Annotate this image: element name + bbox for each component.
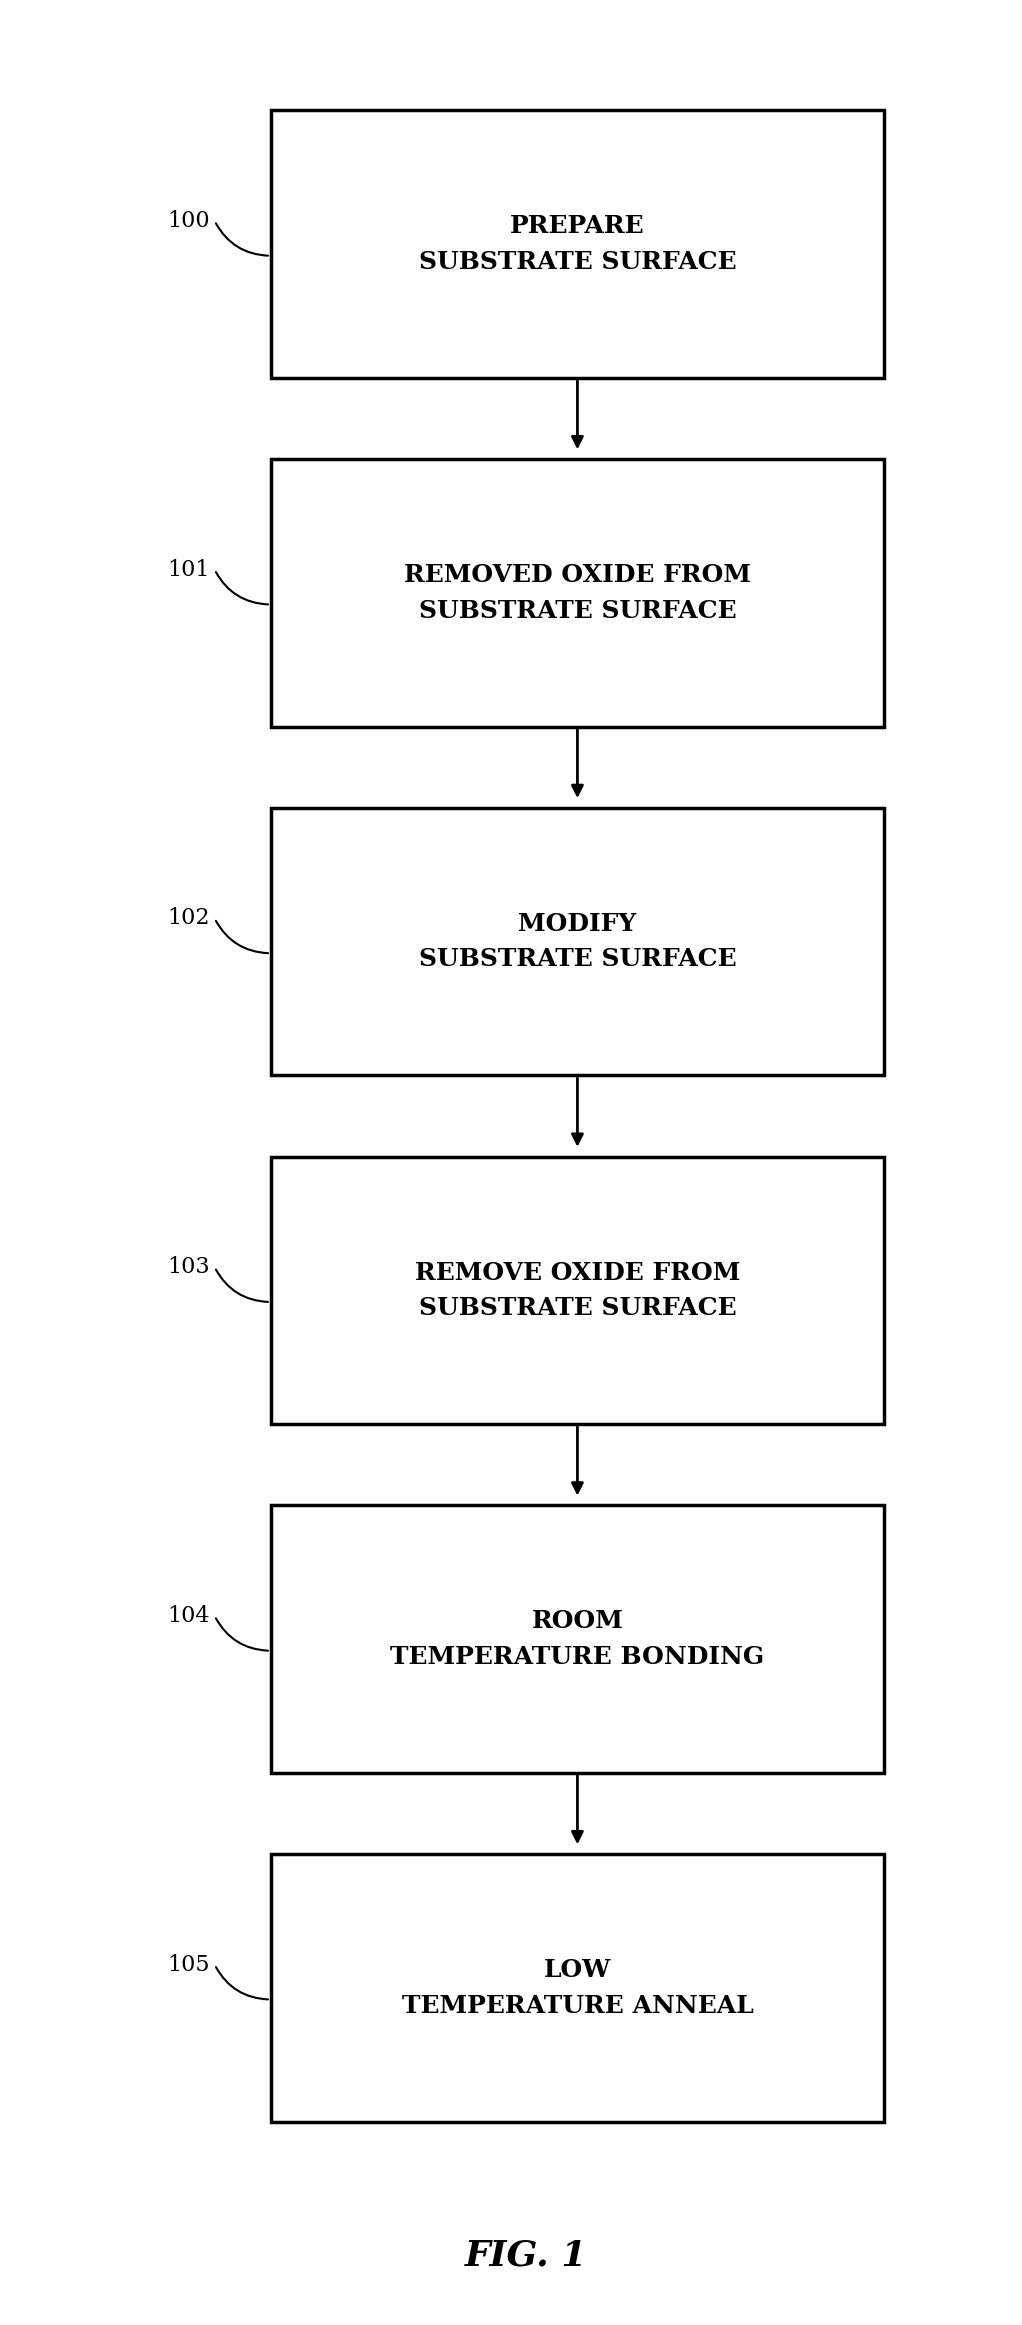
- Text: LOW
TEMPERATURE ANNEAL: LOW TEMPERATURE ANNEAL: [402, 1958, 753, 2018]
- Bar: [271, 460, 884, 725]
- Text: REMOVED OXIDE FROM
SUBSTRATE SURFACE: REMOVED OXIDE FROM SUBSTRATE SURFACE: [404, 563, 751, 623]
- Text: 102: 102: [167, 907, 210, 930]
- Bar: [271, 1158, 884, 1423]
- Text: 100: 100: [167, 209, 210, 233]
- Text: ROOM
TEMPERATURE BONDING: ROOM TEMPERATURE BONDING: [390, 1609, 764, 1669]
- Text: REMOVE OXIDE FROM
SUBSTRATE SURFACE: REMOVE OXIDE FROM SUBSTRATE SURFACE: [415, 1260, 740, 1321]
- Text: 104: 104: [167, 1604, 210, 1627]
- Text: 105: 105: [167, 1953, 210, 1976]
- Text: FIG. 1: FIG. 1: [465, 2239, 588, 2272]
- Text: MODIFY
SUBSTRATE SURFACE: MODIFY SUBSTRATE SURFACE: [419, 911, 736, 972]
- Text: PREPARE
SUBSTRATE SURFACE: PREPARE SUBSTRATE SURFACE: [419, 214, 736, 274]
- Bar: [271, 109, 884, 377]
- Bar: [271, 1855, 884, 2120]
- Bar: [271, 1507, 884, 1772]
- Text: 101: 101: [167, 558, 210, 581]
- Bar: [271, 809, 884, 1074]
- Text: 103: 103: [167, 1256, 210, 1279]
